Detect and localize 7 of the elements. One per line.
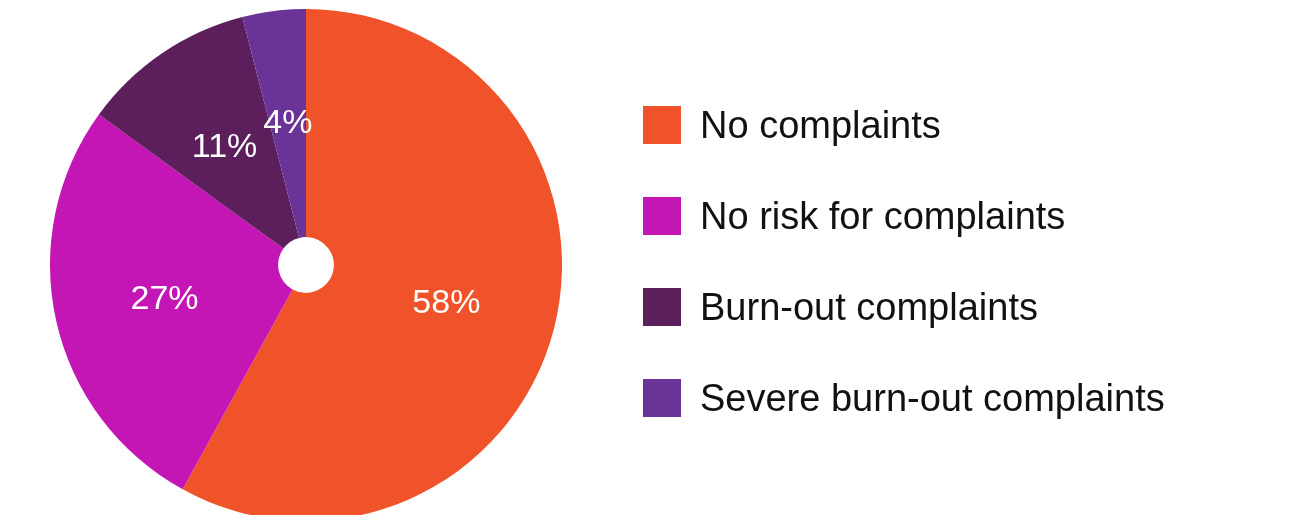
data-label: 27% xyxy=(130,277,199,316)
data-label: 58% xyxy=(412,282,481,321)
data-label: 11% xyxy=(191,126,258,165)
legend-label: No complaints xyxy=(700,104,941,146)
legend-label: Severe burn-out complaints xyxy=(700,377,1165,419)
legend-label: No risk for complaints xyxy=(700,195,1066,237)
legend-label: Burn-out complaints xyxy=(700,286,1038,328)
